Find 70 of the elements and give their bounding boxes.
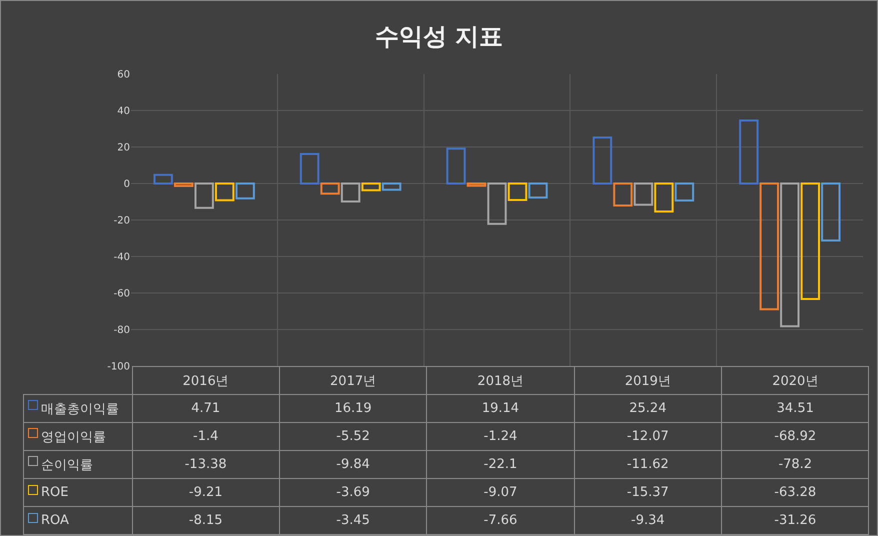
data-label: -7.66 [426,506,574,534]
bar [528,182,548,198]
data-label: -68.92 [722,422,869,450]
data-label: -15.37 [574,478,722,506]
data-label: -13.38 [132,450,280,478]
bar [508,182,528,202]
x-tick-label: 2017년 [279,366,427,394]
y-tick-label: -20 [114,216,130,226]
x-tick-label: 2016년 [132,366,280,394]
legend-label: ROE [41,485,68,500]
data-label: -1.4 [132,422,280,450]
data-label: -1.24 [426,422,574,450]
y-tick-label: -80 [114,325,130,336]
bar [154,174,173,184]
data-label: 16.19 [279,394,427,422]
data-label: -9.84 [279,450,427,478]
data-label: 19.14 [426,394,574,422]
bar [674,182,694,202]
y-tick-label: -40 [114,252,130,263]
bar [800,182,820,300]
data-label: -3.45 [279,506,427,534]
bar [361,182,381,192]
data-label: -5.52 [279,422,427,450]
y-tick-label: 40 [117,106,130,117]
data-label: 34.51 [722,394,869,422]
data-label: -9.21 [132,478,280,506]
bar [760,182,780,310]
legend-label: ROA [41,513,69,528]
y-tick-label: 0 [124,179,130,190]
data-label: -9.34 [574,506,722,534]
data-label: 4.71 [132,394,280,422]
bar [300,152,320,184]
y-tick-label: -60 [114,288,130,300]
legend-label: 매출총이익률 [41,402,119,416]
data-label: -11.62 [574,450,722,478]
data-label: 25.24 [574,394,722,422]
y-tick-label: 60 [117,70,130,80]
data-label: -78.2 [722,450,869,478]
bar [780,182,800,328]
x-tick-label: 2018년 [426,366,574,394]
chart-title: 수익성 지표 [374,22,504,50]
bar [613,182,633,207]
bar [382,182,402,191]
bar [340,182,360,202]
bar [821,182,840,242]
x-tick-label: 2020년 [722,366,869,394]
y-tick-label: -100 [107,362,130,372]
bar [634,182,654,206]
data-label: -9.07 [426,478,574,506]
data-label: -12.07 [574,422,722,450]
bar [446,148,466,184]
legend-label: 순이익률 [41,458,93,472]
data-label: -31.26 [722,506,869,534]
bar [466,182,486,187]
x-tick-label: 2019년 [574,366,722,394]
data-label: -63.28 [722,478,869,506]
data-label: -8.15 [132,506,280,534]
bar [174,182,194,188]
data-label: -3.69 [279,478,427,506]
bar [592,136,612,184]
data-label: -22.1 [426,450,574,478]
bar [739,120,759,184]
bar [235,182,255,200]
y-tick-label: 20 [117,142,130,154]
legend-label: 영업이익률 [41,430,106,444]
bar [320,182,340,195]
bar [194,182,214,209]
bar [214,182,234,202]
bar [487,182,507,225]
bar [654,182,674,213]
